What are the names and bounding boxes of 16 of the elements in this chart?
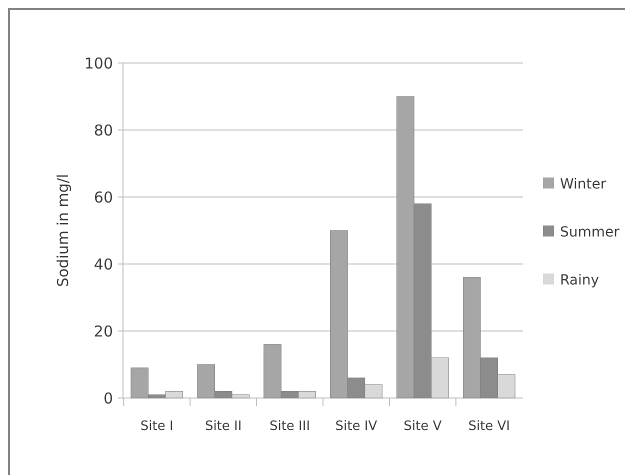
- legend-label: Rainy: [560, 272, 600, 288]
- legend-label: Winter: [560, 176, 606, 192]
- y-tick-label: 80: [94, 121, 113, 140]
- x-tick-label: Site II: [204, 419, 242, 434]
- legend-label: Summer: [560, 224, 620, 240]
- y-tick-label: 100: [84, 54, 113, 72]
- y-tick-label: 40: [94, 255, 113, 274]
- y-tick-label: 0: [103, 389, 113, 408]
- y-axis-title: Sodium in mg/l: [54, 174, 72, 288]
- x-tick-label: Site VI: [468, 419, 510, 434]
- y-tick-label: 20: [94, 322, 113, 340]
- y-tick-label: 60: [94, 188, 113, 206]
- x-tick-label: Site I: [140, 419, 174, 434]
- x-tick-label: Site III: [269, 419, 310, 434]
- x-tick-label: Site V: [404, 419, 442, 434]
- x-tick-label: Site IV: [335, 419, 378, 434]
